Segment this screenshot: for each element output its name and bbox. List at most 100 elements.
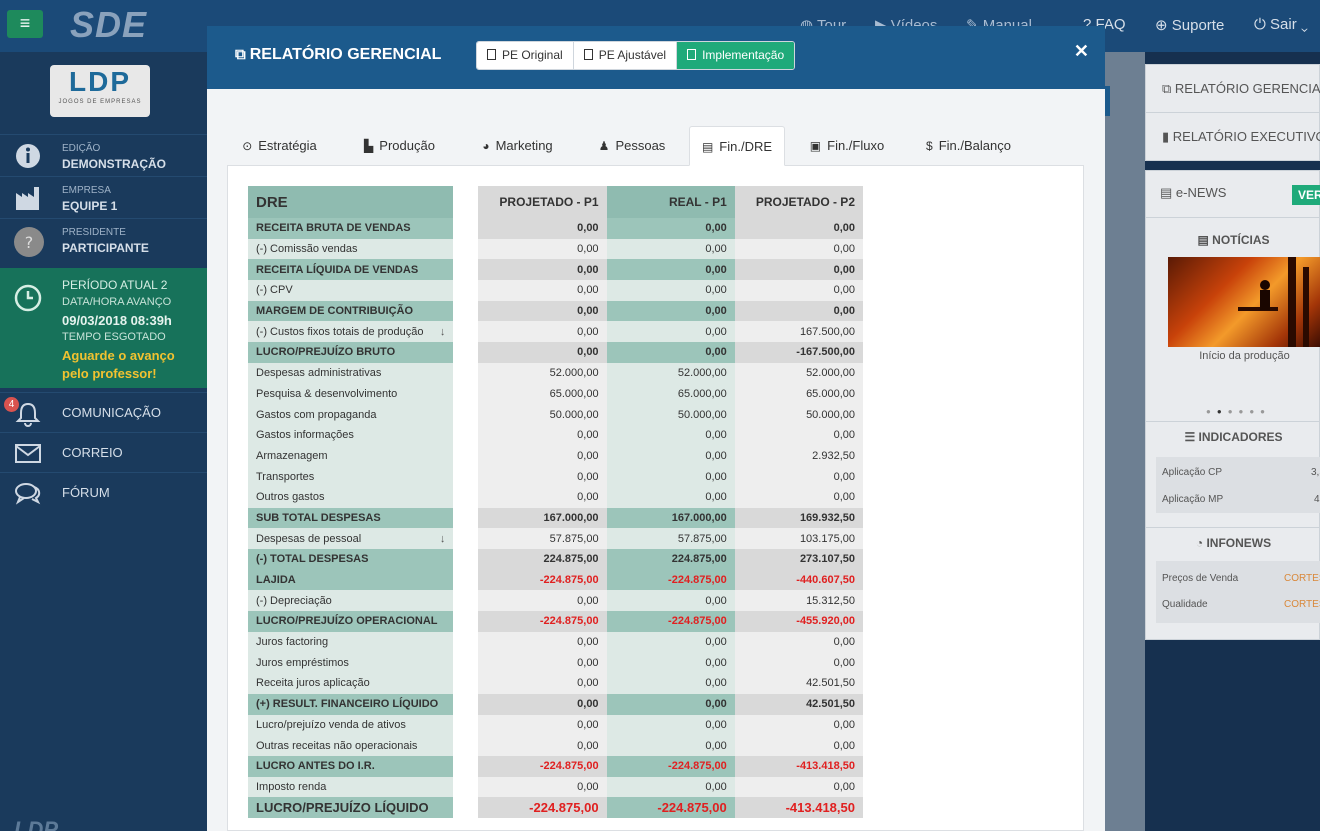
chat-icon xyxy=(14,481,42,505)
value-cell: 0,00 xyxy=(606,321,735,343)
dre-table: DRE PROJETADO - P1 REAL - P1 PROJETADO -… xyxy=(248,186,863,818)
row-label: (-) Custos fixos totais de produção ↓ xyxy=(248,321,454,343)
table-row: LUCRO/PREJUÍZO BRUTO 0,00 0,00 -167.500,00 xyxy=(248,342,863,363)
sidebar-item-forum[interactable]: FÓRUM xyxy=(0,472,207,512)
nav-suporte[interactable]: ⊕ Suporte xyxy=(1155,17,1225,34)
value-cell: 57.875,00 xyxy=(478,528,607,549)
value-cell: 0,00 xyxy=(606,486,735,508)
document-icon xyxy=(687,49,697,60)
value-cell: 0,00 xyxy=(606,466,735,487)
value-cell: 0,00 xyxy=(734,300,863,322)
notification-badge: 4 xyxy=(4,397,19,412)
table-row: Despesas administrativas 52.000,00 52.000,… xyxy=(248,362,863,384)
tab-pessoas[interactable]: ♟ Pessoas xyxy=(582,126,682,166)
value-cell: 0,00 xyxy=(606,631,735,653)
close-icon[interactable]: ✕ xyxy=(1073,41,1089,61)
value-cell: 0,00 xyxy=(734,466,863,487)
nav-sair[interactable]: ⏻ Sair ⌄ xyxy=(1254,16,1308,33)
table-row: Pesquisa & desenvolvimento 65.000,00 65.00… xyxy=(248,383,863,405)
value-cell: 42.501,50 xyxy=(734,693,863,715)
value-cell: 167.000,00 xyxy=(478,507,607,529)
row-label: LUCRO/PREJUÍZO LÍQUIDO xyxy=(248,797,454,818)
plan-button-group: PE Original PE Ajustável Implementação xyxy=(476,41,796,70)
value-cell: 103.175,00 xyxy=(734,528,863,549)
table-row: RECEITA LÍQUIDA DE VENDAS 0,00 0,00 0,00 xyxy=(248,259,863,281)
indicators-box: Aplicação CP 3,5 Aplicação MP 4 xyxy=(1156,457,1320,513)
value-cell: 0,00 xyxy=(478,445,607,467)
value-cell: -224.875,00 xyxy=(478,569,607,591)
table-row: RECEITA BRUTA DE VENDAS 0,00 0,00 0,00 xyxy=(248,218,863,239)
table-row: Despesas de pessoal ↓ 57.875,00 57.875,00 10… xyxy=(248,528,863,549)
sidebar-item-comunicacao[interactable]: 4 COMUNICAÇÃO xyxy=(0,392,207,432)
row-label: Juros factoring xyxy=(248,631,454,653)
expand-arrow-icon[interactable]: ↓ xyxy=(439,532,446,545)
tab-marketing[interactable]: ◕ Marketing xyxy=(465,126,570,166)
tab-fin-fluxo[interactable]: ▣ Fin./Fluxo xyxy=(797,126,897,166)
modal-header: ⧉ RELATÓRIO GERENCIAL PE Original PE Ajus… xyxy=(207,26,1105,89)
value-cell: 0,00 xyxy=(606,714,735,736)
row-label: LUCRO/PREJUÍZO BRUTO xyxy=(248,342,454,363)
row-label: Pesquisa & desenvolvimento xyxy=(248,383,454,405)
row-label: Imposto renda xyxy=(248,776,454,798)
tab-fin-balanco[interactable]: $ Fin./Balanço xyxy=(911,126,1026,166)
value-cell: 0,00 xyxy=(606,238,735,260)
value-cell: 0,00 xyxy=(478,300,607,322)
link-relatorio-executivo[interactable]: ▮ RELATÓRIO EXECUTIVO xyxy=(1162,129,1320,144)
value-cell: 0,00 xyxy=(734,652,863,674)
bell-icon xyxy=(14,401,42,427)
row-label: SUB TOTAL DESPESAS xyxy=(248,507,454,529)
value-cell: 0,00 xyxy=(478,590,607,612)
news-image[interactable] xyxy=(1168,257,1320,347)
pe-original-button[interactable]: PE Original xyxy=(477,42,574,69)
hamburger-icon[interactable]: ≡ xyxy=(7,10,43,38)
expand-arrow-icon[interactable]: ↓ xyxy=(439,325,446,338)
value-cell: 0,00 xyxy=(734,238,863,260)
report-tabs: ⊙ Estratégia ▙ Produção ◕ Marketing ♟ Pessoa… xyxy=(227,126,1084,166)
value-cell: 0,00 xyxy=(478,631,607,653)
row-label: LAJIDA xyxy=(248,569,454,591)
file-icon: ▤ xyxy=(701,140,714,154)
period-panel: PERÍODO ATUAL 2 DATA/HORA AVANÇO 09/03/2… xyxy=(0,268,207,388)
modal-title: ⧉ RELATÓRIO GERENCIAL xyxy=(235,46,442,63)
value-cell: 0,00 xyxy=(734,776,863,798)
value-cell: 50.000,00 xyxy=(606,404,735,425)
table-row: Juros empréstimos 0,00 0,00 0,00 xyxy=(248,652,863,674)
infonews-box: Preços de Venda CORTES Qualidade CORTES xyxy=(1156,561,1320,623)
value-cell: -440.607,50 xyxy=(734,569,863,591)
advance-datetime: 09/03/2018 08:39h xyxy=(62,313,172,328)
carousel-dots[interactable]: ●●●●●● xyxy=(1206,407,1272,416)
reports-panel: ⧉ RELATÓRIO GERENCIAL ▮ RELATÓRIO EXECUT… xyxy=(1145,64,1320,161)
table-row: MARGEM DE CONTRIBUIÇÃO 0,00 0,00 0,00 xyxy=(248,300,863,322)
implementacao-button[interactable]: Implementação xyxy=(677,42,795,69)
pe-ajustavel-button[interactable]: PE Ajustável xyxy=(573,42,678,69)
tab-fin-dre[interactable]: ▤ Fin./DRE xyxy=(689,126,785,166)
value-cell: 0,00 xyxy=(606,424,735,446)
document-icon xyxy=(487,49,496,60)
sidebar-item-correio[interactable]: CORREIO xyxy=(0,432,207,472)
link-relatorio-gerencial[interactable]: ⧉ RELATÓRIO GERENCIAL xyxy=(1162,81,1320,96)
value-cell: 0,00 xyxy=(478,424,607,446)
value-cell: 0,00 xyxy=(478,486,607,508)
table-row: Gastos informações 0,00 0,00 0,00 xyxy=(248,424,863,446)
value-cell: 0,00 xyxy=(478,673,607,694)
value-cell: 0,00 xyxy=(478,342,607,363)
ver-button[interactable]: VER xyxy=(1292,185,1320,205)
value-cell: -224.875,00 xyxy=(606,755,735,777)
value-cell: 65.000,00 xyxy=(606,383,735,405)
company-logo: LDP JOGOS DE EMPRESAS xyxy=(50,65,150,117)
pie-chart-icon: ◕ xyxy=(482,139,490,153)
value-cell: 0,00 xyxy=(478,466,607,487)
value-cell: 2.932,50 xyxy=(734,445,863,467)
row-label: MARGEM DE CONTRIBUIÇÃO xyxy=(248,300,454,322)
sidebar-item-label: CORREIO xyxy=(62,445,123,460)
value-cell: 42.501,50 xyxy=(734,673,863,694)
tab-producao[interactable]: ▙ Produção xyxy=(347,126,452,166)
table-row: LUCRO/PREJUÍZO OPERACIONAL -224.875,00 -22… xyxy=(248,611,863,632)
row-label: Juros empréstimos xyxy=(248,652,454,674)
enews-title: ▤ e-NEWS xyxy=(1160,185,1227,200)
value-cell: 167.000,00 xyxy=(606,507,735,529)
value-cell: 50.000,00 xyxy=(734,404,863,425)
tab-estrategia[interactable]: ⊙ Estratégia xyxy=(227,126,332,166)
value-cell: 0,00 xyxy=(478,652,607,674)
money-icon: ▣ xyxy=(809,139,822,153)
